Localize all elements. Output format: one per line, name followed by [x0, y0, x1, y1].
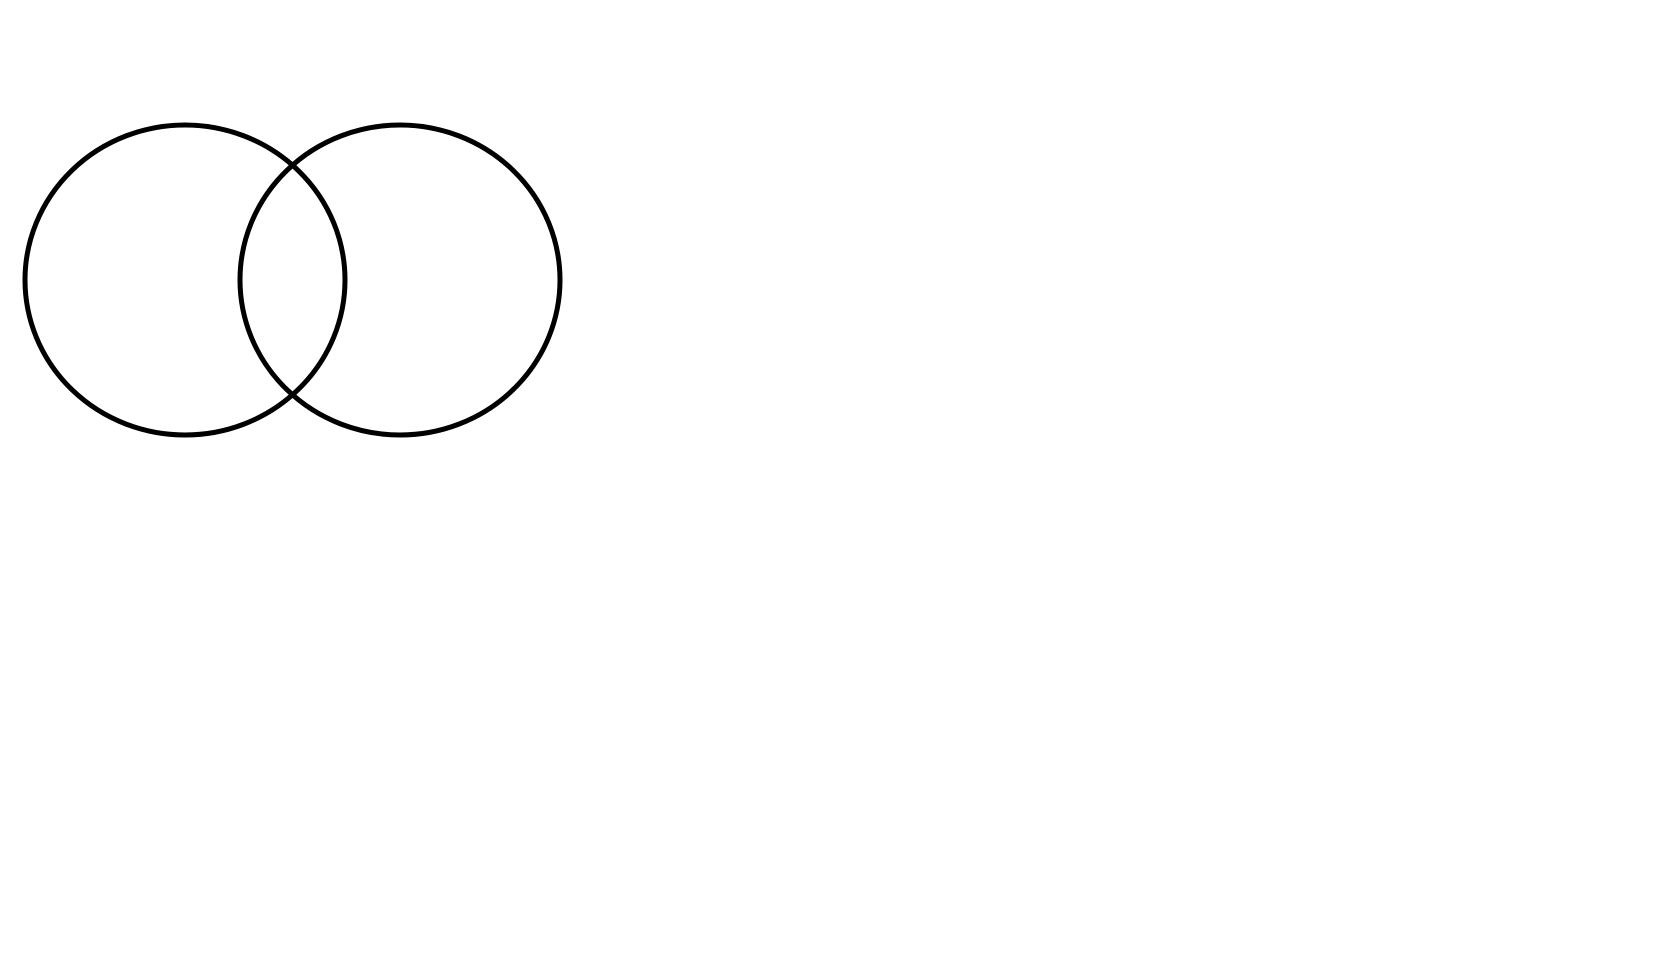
mirna-chart-0: [5, 520, 550, 959]
mirna-svg-0: [5, 520, 550, 959]
abundance-svg: [900, 0, 1671, 520]
venn-panel: [0, 0, 900, 520]
mirna-svg-2: [1085, 520, 1671, 959]
mirna-svg-1: [548, 520, 1093, 959]
venn-circle-tmt: [22, 122, 348, 438]
venn-circle-labelfree: [237, 122, 563, 438]
venn-svg: [22, 122, 563, 438]
mirna-chart-2: [1085, 520, 1671, 959]
mirna-chart-1: [548, 520, 1093, 959]
abundance-panel: [900, 0, 1671, 520]
